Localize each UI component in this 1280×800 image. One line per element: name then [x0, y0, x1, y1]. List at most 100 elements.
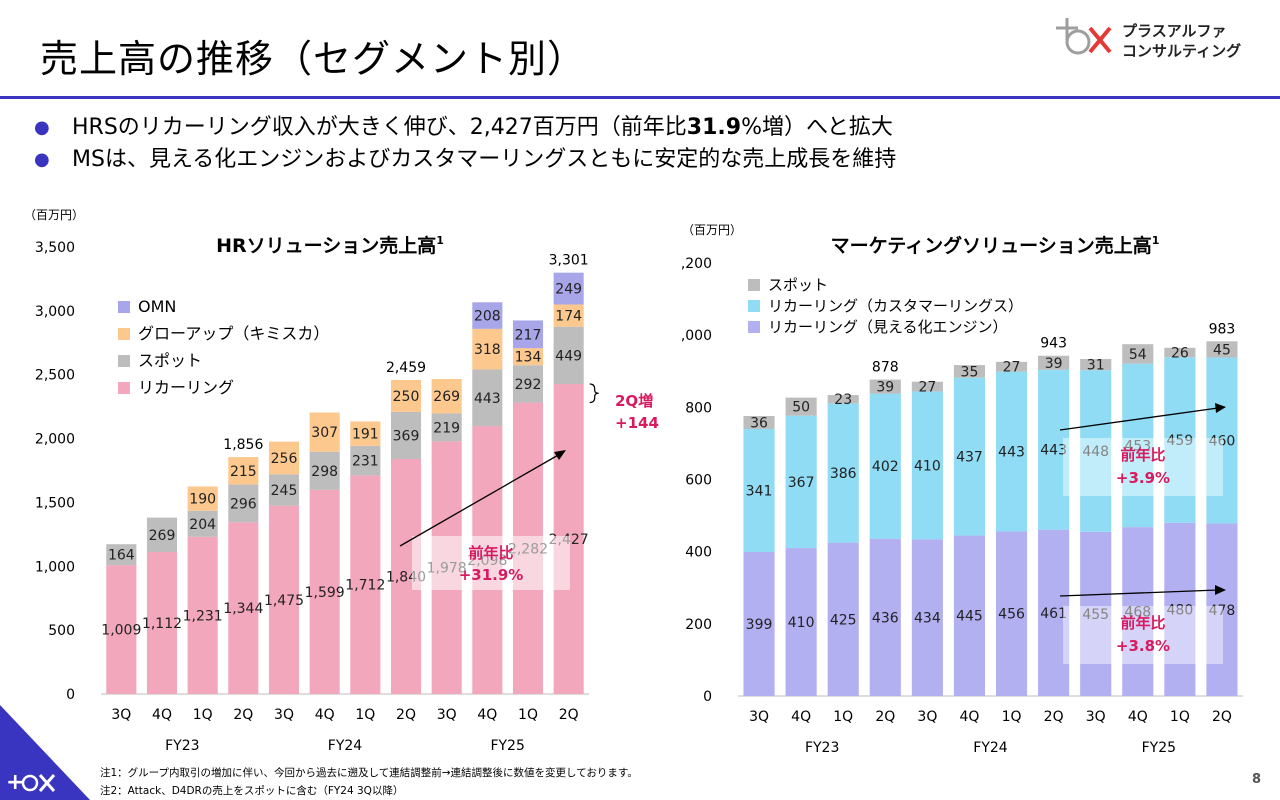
- bar-segment: [785, 397, 817, 416]
- legend-swatch: [118, 301, 130, 313]
- legend-swatch: [748, 321, 760, 333]
- bar-segment: [1206, 523, 1238, 696]
- trend-arrow-head-icon: [1215, 585, 1226, 595]
- bar-segment: [146, 551, 178, 694]
- bar-segment: [228, 484, 259, 523]
- bar-segment: [869, 393, 901, 539]
- bullet-icon: ●: [34, 117, 50, 138]
- legend-label: スポット: [768, 276, 828, 294]
- bar-data-label: 425: [830, 612, 857, 628]
- yoy-label: 前年比: [1120, 446, 1165, 464]
- bullet-text: HRSのリカーリング収入が大きく伸び、2,427百万円（前年比31.9%増）へと…: [72, 115, 893, 140]
- quarter-increase-value: +144: [615, 414, 659, 432]
- bullet-item: ● MSは、見える化エンジンおよびカスタマーリングスともに安定的な売上成長を維持: [34, 144, 896, 176]
- bar-segment: [827, 395, 859, 404]
- bar-segment: [1164, 347, 1196, 358]
- bar-data-label: 1,475: [264, 593, 304, 609]
- bar-segment: [1122, 527, 1154, 696]
- bar-data-label: 249: [555, 282, 582, 298]
- y-tick-label: 600: [685, 473, 712, 489]
- bar-segment: [743, 428, 775, 553]
- bar-segment: [1038, 355, 1070, 370]
- y-tick-label: 200: [685, 617, 712, 633]
- bar-data-label: 386: [830, 466, 857, 482]
- trend-arrow-head-icon: [1215, 403, 1226, 413]
- bar-segment: [1038, 529, 1070, 696]
- bar-segment: [1206, 341, 1238, 358]
- bar-data-label: 45: [1213, 342, 1231, 358]
- bar-segment: [309, 489, 340, 694]
- bar-data-label: 478: [1209, 603, 1236, 619]
- logo-mark-icon: [1056, 18, 1112, 55]
- bar-data-label: 27: [1003, 360, 1021, 376]
- bar-segment: [953, 377, 986, 536]
- y-axis-unit: （百万円）: [24, 208, 84, 222]
- marketing-solution-chart: （百万円） マーケティングソリューション売上高1 0 200 400 600 800 1,00…: [680, 223, 1243, 756]
- bar-data-label: 1,344: [223, 601, 263, 617]
- bar-data-label: 39: [876, 380, 894, 396]
- fiscal-year-label: FY23: [165, 738, 199, 754]
- footnotes: 注1：グループ内取引の増加に伴い、今回から過去に遡及して連結調整前→連結調整後に…: [100, 764, 638, 800]
- bar-total-label: 943: [1040, 336, 1067, 352]
- bullet-item: ● HRSのリカーリング収入が大きく伸び、2,427百万円（前年比31.9%増）…: [34, 112, 896, 144]
- bar-data-label: 318: [474, 342, 501, 358]
- bar-total-label: 878: [872, 360, 899, 376]
- bar-segment: [228, 522, 259, 694]
- x-tick-label: 3Q: [917, 709, 937, 725]
- bar-segment: [187, 486, 218, 511]
- bar-segment: [827, 542, 859, 696]
- x-tick-label: 1Q: [1002, 709, 1022, 725]
- bar-data-label: 461: [1040, 606, 1067, 622]
- bar-data-label: 443: [474, 391, 501, 407]
- bar-data-label: 449: [555, 348, 582, 364]
- bar-data-label: 39: [1045, 356, 1063, 372]
- bar-data-label: 250: [393, 389, 420, 405]
- bar-segment: [431, 379, 462, 414]
- bullet-text: MSは、見える化エンジンおよびカスタマーリングスともに安定的な売上成長を維持: [72, 147, 897, 172]
- bar-segment: [553, 272, 584, 305]
- page-title: 売上高の推移（セグメント別）: [40, 37, 587, 81]
- header-divider: [0, 96, 1280, 99]
- bar-segment: [472, 302, 503, 329]
- bar-data-label: 219: [433, 420, 460, 436]
- bar-segment: [1164, 357, 1196, 523]
- bar-segment: [995, 531, 1028, 696]
- bar-total-label: 3,301: [549, 253, 589, 269]
- bar-segment: [1122, 363, 1154, 528]
- bar-data-label: 341: [746, 484, 773, 500]
- y-tick-label: 1,500: [35, 495, 75, 511]
- y-tick-label: 1,200: [680, 256, 712, 272]
- bar-data-label: 298: [311, 464, 338, 480]
- bar-segment: [743, 552, 775, 696]
- x-tick-label: 1Q: [355, 707, 375, 723]
- y-tick-label: 0: [66, 687, 75, 703]
- bar-data-label: 434: [914, 611, 941, 627]
- x-tick-label: 3Q: [274, 707, 294, 723]
- legend-swatch: [118, 328, 130, 340]
- x-tick-label: 1Q: [833, 709, 853, 725]
- bar-data-label: 208: [474, 309, 501, 325]
- footnote-1: 注1：グループ内取引の増加に伴い、今回から過去に遡及して連結調整前→連結調整後に…: [100, 767, 638, 779]
- bar-segment: [309, 412, 340, 452]
- bar-data-label: 480: [1167, 602, 1194, 618]
- footnote-2: 注2：Attack、D4DRの売上をスポットに含む（FY24 3Q以降）: [100, 785, 404, 797]
- trend-arrow-line: [1059, 589, 1219, 597]
- x-tick-label: 3Q: [437, 707, 457, 723]
- bar-segment: [146, 517, 178, 552]
- bar-data-label: 410: [788, 615, 815, 631]
- bar-total-label: 2,459: [386, 360, 426, 376]
- x-tick-label: 1Q: [518, 707, 538, 723]
- bar-data-label: 215: [230, 464, 257, 480]
- x-tick-label: 4Q: [152, 707, 172, 723]
- bar-segment: [911, 539, 943, 696]
- y-tick-label: 400: [685, 545, 712, 561]
- x-tick-label: 2Q: [1212, 709, 1232, 725]
- bar-data-label: 1,712: [345, 578, 385, 594]
- y-tick-label: 0: [703, 689, 712, 705]
- bar-data-label: 292: [515, 377, 542, 393]
- bar-segment: [106, 544, 137, 566]
- bar-total-label: 1,856: [223, 437, 263, 453]
- bar-segment: [553, 304, 584, 327]
- bar-segment: [309, 451, 340, 490]
- bar-data-label: 367: [788, 475, 815, 491]
